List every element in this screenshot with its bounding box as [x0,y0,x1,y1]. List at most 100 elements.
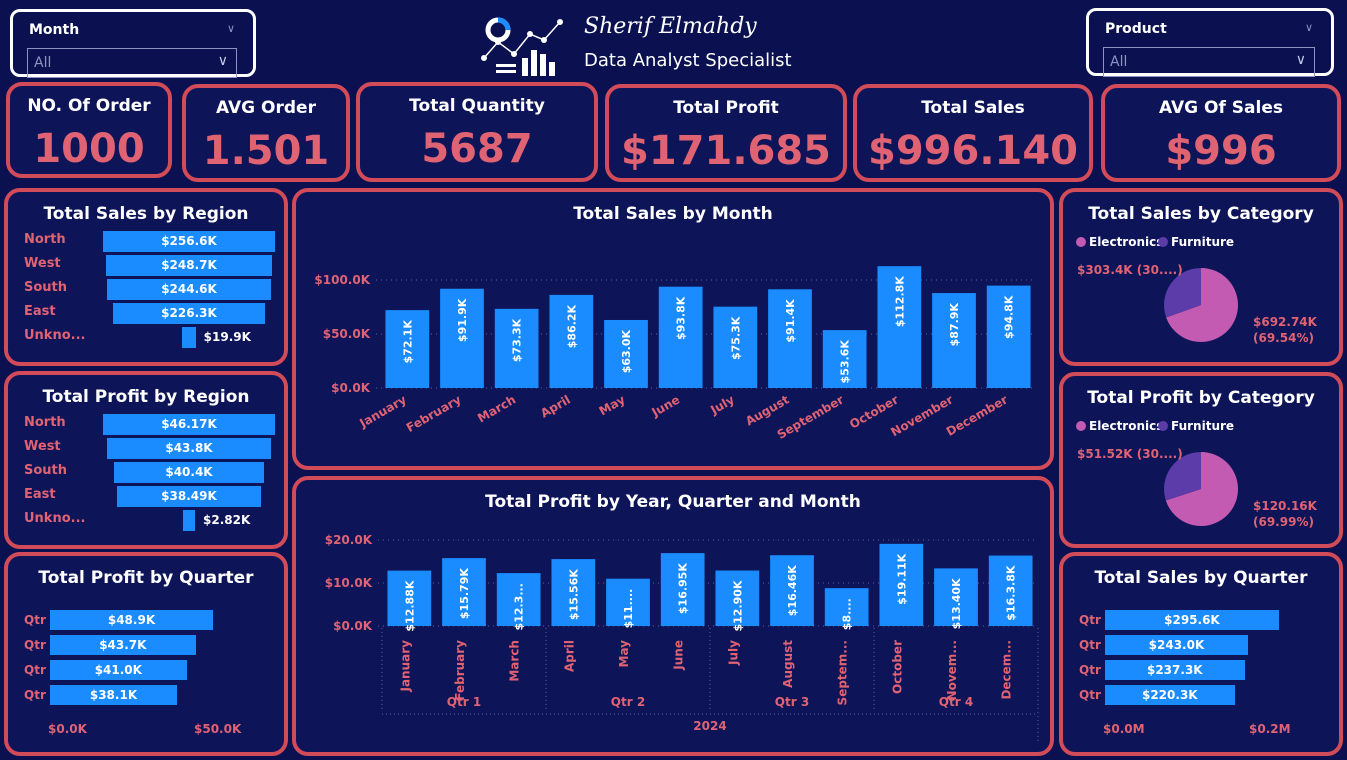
x-tick-label: January [356,392,409,430]
pie-slice-furniture[interactable] [1164,452,1201,501]
bar[interactable] [713,306,758,388]
bar[interactable] [494,308,539,388]
legend-label[interactable]: Furniture [1171,235,1234,249]
sales-by-region-panel[interactable]: Total Sales by Region North $256.6K West $2… [4,188,288,366]
profit-by-category-panel[interactable]: Total Profit by Category Electronics Furn… [1059,372,1343,548]
profit-by-quarter-panel[interactable]: Total Profit by Quarter Qtr 4 $48.9K Qtr 2… [4,552,288,756]
bar-category-label: Qtr 1 [1079,663,1114,677]
bar[interactable] [1105,610,1279,630]
bar[interactable] [768,289,812,388]
bar[interactable] [986,285,1031,388]
bar[interactable] [105,255,273,276]
bar-value-label: $295.6K [1164,613,1220,627]
bar[interactable] [551,559,596,626]
product-slicer[interactable]: Product ∨ All ∨ [1086,8,1334,77]
product-dropdown[interactable]: All ∨ [1103,47,1315,77]
bar[interactable] [385,310,430,388]
bar[interactable] [770,555,814,626]
pie-slice-furniture[interactable] [1164,268,1201,318]
kpi-title: Total Sales [921,98,1025,118]
bar[interactable] [606,578,650,626]
sales-by-region-chart[interactable]: North $256.6K West $248.7K South $244.6K East $… [8,228,284,358]
legend-label[interactable]: Electronics [1089,419,1163,433]
bar[interactable] [103,414,275,435]
sales-by-quarter-panel[interactable]: Total Sales by Quarter Qtr 4 $295.6K Qtr 2… [1059,552,1343,756]
bar[interactable] [183,510,195,531]
bar[interactable] [182,327,196,348]
bar-value-label: $94.8K [1003,295,1016,339]
bar[interactable] [387,570,432,626]
bar-value-label: $243.0K [1148,638,1205,652]
bar[interactable] [50,610,213,630]
bar[interactable] [50,685,177,705]
bar[interactable] [932,293,976,388]
x-tick-label: August [781,640,795,688]
bar[interactable] [113,462,265,483]
bar-value-label: $112.8K [893,276,906,327]
sales-by-month-panel[interactable]: Total Sales by Month $0.0K $50.0K $100.0K $… [292,188,1054,470]
y-tick-label: $0.0K [333,619,373,633]
bar[interactable] [824,588,869,626]
profit-by-region-chart[interactable]: North $46.17K West $43.8K South $40.4K East $38… [8,411,284,541]
bar[interactable] [988,555,1033,626]
bar-value-label: $38.49K [161,489,217,503]
bar-value-label: $16.95K [677,563,690,614]
legend-label[interactable]: Electronics [1089,235,1163,249]
sales-by-category-panel[interactable]: Total Sales by Category Electronics Furni… [1059,188,1343,366]
bar-value-label: $46.17K [161,417,217,431]
bar[interactable] [117,486,261,507]
profit-by-month-panel[interactable]: Total Profit by Year, Quarter and Month … [292,476,1054,756]
chevron-down-icon[interactable]: ∨ [226,22,235,35]
sales-by-category-chart[interactable]: Electronics Furniture $303.4K (30....) $692… [1063,192,1339,362]
sales-by-month-chart[interactable]: $0.0K $50.0K $100.0K $72.1K January $91.9K Feb… [296,192,1050,466]
bar-value-label: $41.0K [94,663,142,677]
bar-value-label: $244.6K [161,282,217,296]
bar[interactable] [50,635,196,655]
bar[interactable] [442,558,486,626]
bar[interactable] [604,319,648,388]
bar[interactable] [822,330,867,388]
bar[interactable] [1105,685,1235,705]
bar[interactable] [107,438,271,459]
bar[interactable] [1105,635,1248,655]
chevron-down-icon[interactable]: ∨ [1295,52,1306,68]
bar[interactable] [879,543,924,626]
x-tick-label: January [398,640,412,693]
bar-category-label: West [24,256,61,271]
kpi-avg-sales: AVG Of Sales $996 [1101,84,1341,182]
chevron-down-icon[interactable]: ∨ [1304,21,1313,34]
bar[interactable] [715,570,760,626]
pie-slice-electronics[interactable] [1166,268,1238,342]
bar[interactable] [107,279,271,300]
month-dropdown[interactable]: All ∨ [27,48,237,78]
x-tick-label: November [888,392,955,439]
sales-by-quarter-chart[interactable]: Qtr 4 $295.6K Qtr 2 $243.0K Qtr 1 $237.3K Qtr … [1063,596,1339,752]
bar[interactable] [934,568,978,626]
bar[interactable] [549,294,594,388]
bar-value-label: $2.82K [203,513,251,527]
month-slicer[interactable]: Month ∨ All ∨ [10,9,256,78]
legend-label[interactable]: Furniture [1171,419,1234,433]
profit-by-category-chart[interactable]: Electronics Furniture $51.52K (30....) $120… [1063,376,1339,544]
bar[interactable] [103,231,275,252]
bar-value-label: $53.6K [839,340,852,384]
bar[interactable] [877,266,922,388]
profit-by-month-chart[interactable]: $0.0K $10.0K $20.0K $12.88K January $15.79K Fe… [296,480,1050,752]
author-name: Sherif Elmahdy [584,14,757,39]
bar[interactable] [660,553,705,626]
profit-by-region-panel[interactable]: Total Profit by Region North $46.17K West $… [4,371,288,549]
bar[interactable] [440,288,484,388]
x-tick-label: February [404,392,464,435]
profit-by-quarter-chart[interactable]: Qtr 4 $48.9K Qtr 2 $43.7K Qtr 1 $41.0K Qtr 3 $3… [8,596,284,752]
bar[interactable] [496,573,541,626]
bar[interactable] [113,303,265,324]
bar[interactable] [50,660,187,680]
quarter-label: Qtr 2 [611,695,645,709]
x-tick-label: April [562,640,576,672]
bar[interactable] [1105,660,1245,680]
quarter-label: Qtr 4 [939,695,973,709]
chevron-down-icon[interactable]: ∨ [217,53,228,69]
pie-slice-electronics[interactable] [1165,452,1238,526]
bar[interactable] [658,286,703,388]
kpi-value: 1.501 [202,128,330,174]
